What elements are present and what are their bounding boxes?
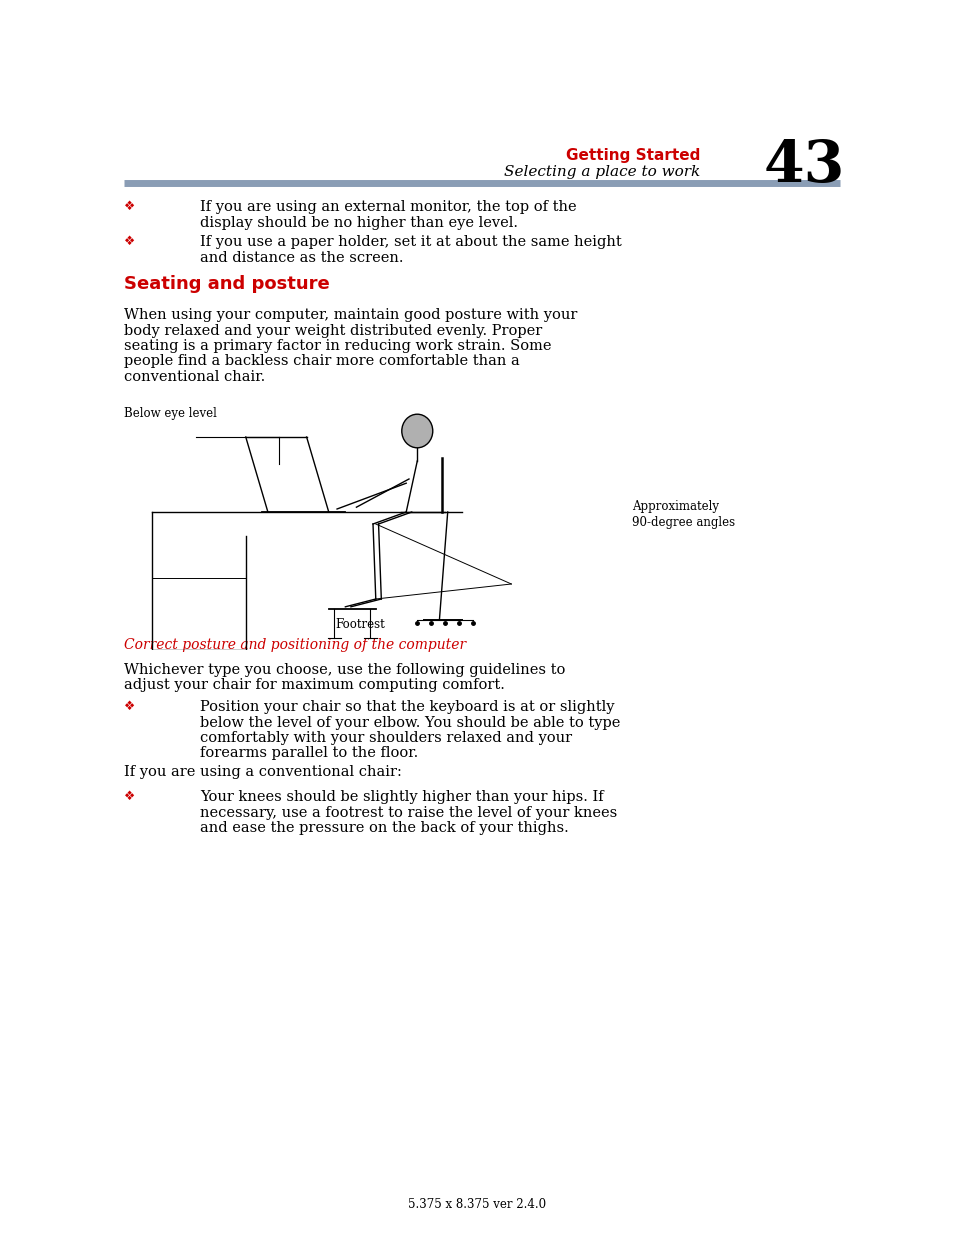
Text: Selecting a place to work: Selecting a place to work	[503, 165, 700, 179]
Text: adjust your chair for maximum computing comfort.: adjust your chair for maximum computing …	[124, 678, 504, 693]
Text: Below eye level: Below eye level	[124, 408, 216, 420]
Text: Getting Started: Getting Started	[565, 148, 700, 163]
Text: Footrest: Footrest	[335, 618, 384, 631]
Text: ❖: ❖	[124, 200, 135, 212]
Text: display should be no higher than eye level.: display should be no higher than eye lev…	[200, 215, 517, 230]
Text: If you are using an external monitor, the top of the: If you are using an external monitor, th…	[200, 200, 576, 214]
Text: ❖: ❖	[124, 235, 135, 248]
Text: If you use a paper holder, set it at about the same height: If you use a paper holder, set it at abo…	[200, 235, 621, 249]
Text: people find a backless chair more comfortable than a: people find a backless chair more comfor…	[124, 354, 519, 368]
Text: 43: 43	[762, 138, 844, 194]
Text: ❖: ❖	[124, 790, 135, 803]
Text: conventional chair.: conventional chair.	[124, 370, 265, 384]
Text: When using your computer, maintain good posture with your: When using your computer, maintain good …	[124, 308, 577, 322]
Text: Approximately
90-degree angles: Approximately 90-degree angles	[631, 500, 735, 529]
Text: If you are using a conventional chair:: If you are using a conventional chair:	[124, 764, 401, 779]
Text: below the level of your elbow. You should be able to type: below the level of your elbow. You shoul…	[200, 715, 619, 730]
Text: necessary, use a footrest to raise the level of your knees: necessary, use a footrest to raise the l…	[200, 805, 617, 820]
Text: seating is a primary factor in reducing work strain. Some: seating is a primary factor in reducing …	[124, 338, 551, 353]
Text: Correct posture and positioning of the computer: Correct posture and positioning of the c…	[124, 638, 466, 652]
Text: and ease the pressure on the back of your thighs.: and ease the pressure on the back of you…	[200, 821, 568, 835]
Text: body relaxed and your weight distributed evenly. Proper: body relaxed and your weight distributed…	[124, 324, 541, 337]
Text: comfortably with your shoulders relaxed and your: comfortably with your shoulders relaxed …	[200, 731, 572, 745]
Text: Position your chair so that the keyboard is at or slightly: Position your chair so that the keyboard…	[200, 700, 614, 714]
Text: and distance as the screen.: and distance as the screen.	[200, 251, 403, 264]
Text: Your knees should be slightly higher than your hips. If: Your knees should be slightly higher tha…	[200, 790, 603, 804]
Text: ❖: ❖	[124, 700, 135, 713]
Text: Seating and posture: Seating and posture	[124, 275, 330, 293]
Circle shape	[401, 414, 433, 448]
Text: forearms parallel to the floor.: forearms parallel to the floor.	[200, 746, 417, 761]
Text: 5.375 x 8.375 ver 2.4.0: 5.375 x 8.375 ver 2.4.0	[408, 1198, 545, 1212]
Text: Whichever type you choose, use the following guidelines to: Whichever type you choose, use the follo…	[124, 663, 565, 677]
